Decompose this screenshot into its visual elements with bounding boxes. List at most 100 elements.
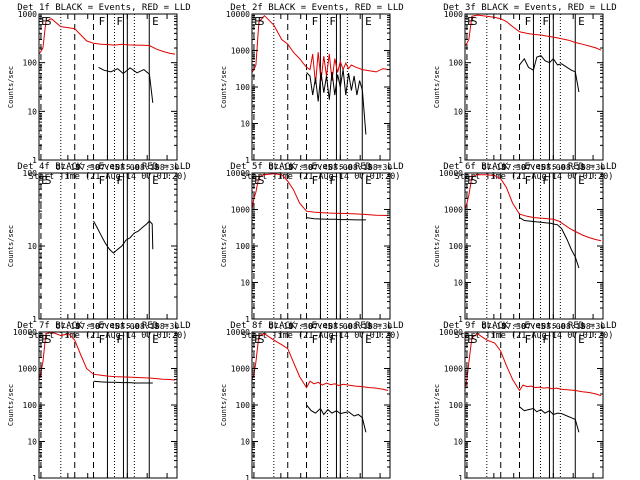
x-tick-label: 08:30 (581, 322, 605, 331)
x-tick-label: 08:30 (368, 322, 392, 331)
region-label: E (254, 333, 261, 346)
region-label: S (258, 333, 265, 346)
plot-area (465, 332, 602, 478)
x-tick-label: 08:00 (541, 322, 565, 331)
plot-frame (464, 172, 604, 320)
region-label: F (329, 174, 336, 187)
lld-series-line (39, 332, 176, 381)
region-label: S (471, 15, 478, 28)
region-label: E (467, 15, 474, 28)
region-label: F (312, 333, 319, 346)
plot-frame (464, 331, 604, 479)
region-label: E (365, 174, 372, 187)
panel-title: Det 3f BLACK = Events, RED = LLD (443, 3, 616, 13)
x-tick-label: 08:00 (328, 163, 352, 172)
x-tick-label: 08:15 (561, 163, 585, 172)
region-label: F (542, 174, 549, 187)
region-label: F (542, 15, 549, 28)
y-tick-label: 10 (453, 438, 463, 447)
region-label: E (467, 174, 474, 187)
panel-title: Det 7f BLACK = Events, RED = LLD (17, 321, 190, 331)
panel-title: Det 9f BLACK = Events, RED = LLD (443, 321, 616, 331)
lld-series-line (465, 333, 602, 397)
lld-series-line (465, 174, 602, 242)
y-tick-label: 10 (27, 438, 37, 447)
y-tick-label: 1 (458, 474, 463, 480)
region-label: S (45, 333, 52, 346)
x-tick-label: 07:45 (521, 163, 545, 172)
x-tick-label: 07:15 (56, 163, 80, 172)
y-tick-label: 10 (453, 107, 463, 116)
x-axis-label: Start Time (21-Aug-14 07:01:20) (29, 172, 188, 182)
y-axis-label: Counts/sec (7, 225, 15, 267)
y-tick-label: 10000 (439, 169, 463, 178)
events-series-line (306, 217, 366, 221)
y-axis-label: Counts/sec (220, 66, 228, 108)
y-tick-label: 10000 (13, 328, 37, 337)
region-label: E (41, 174, 48, 187)
y-tick-label: 100 (236, 401, 251, 410)
x-tick-label: 07:30 (76, 163, 100, 172)
panel-title: Det 1f BLACK = Events, RED = LLD (17, 3, 190, 13)
events-series-line (519, 55, 580, 93)
x-tick-label: 08:00 (115, 163, 139, 172)
panel-title: Det 2f BLACK = Events, RED = LLD (230, 3, 403, 13)
x-axis-label: Start Time (21-Aug-14 07:01:20) (455, 331, 614, 341)
plot-area (252, 173, 389, 319)
panel-title: Det 8f BLACK = Events, RED = LLD (230, 321, 403, 331)
region-label: F (525, 15, 532, 28)
region-label: E (578, 15, 585, 28)
region-label: F (99, 15, 106, 28)
plot-area (465, 14, 602, 160)
y-tick-label: 100 (236, 83, 251, 92)
lld-series-line (252, 333, 389, 391)
y-axis-label: Counts/sec (433, 384, 441, 426)
lld-series-line (465, 14, 602, 51)
y-tick-label: 10 (240, 438, 250, 447)
x-tick-label: 08:00 (541, 163, 565, 172)
y-tick-label: 1000 (444, 10, 463, 19)
x-tick-label: 08:15 (348, 163, 372, 172)
region-label: F (116, 333, 123, 346)
y-tick-label: 100 (23, 401, 38, 410)
region-label: F (312, 15, 319, 28)
region-label: F (116, 15, 123, 28)
y-tick-label: 100 (449, 401, 464, 410)
plot-area (252, 14, 389, 160)
y-tick-label: 1 (245, 474, 250, 480)
region-label: F (329, 15, 336, 28)
y-axis-label: Counts/sec (433, 225, 441, 267)
region-label: S (258, 174, 265, 187)
x-tick-label: 07:30 (502, 163, 526, 172)
region-label: F (99, 333, 106, 346)
x-axis-label: Start Time (21-Aug-14 07:01:20) (455, 172, 614, 182)
x-tick-label: 08:30 (155, 322, 179, 331)
region-label: S (471, 333, 478, 346)
x-tick-label: 07:15 (56, 322, 80, 331)
region-label: E (365, 333, 372, 346)
panel-title: Det 5f BLACK = Events, RED = LLD (230, 162, 403, 172)
y-tick-label: 100 (23, 169, 38, 178)
region-label: E (41, 15, 48, 28)
y-axis-label: Counts/sec (220, 225, 228, 267)
lld-series-line (252, 173, 389, 217)
x-tick-label: 07:15 (482, 322, 506, 331)
y-tick-label: 1000 (18, 10, 37, 19)
y-tick-label: 100 (449, 59, 464, 68)
plot-area (40, 173, 154, 319)
y-tick-label: 100 (23, 59, 38, 68)
x-tick-label: 08:30 (581, 163, 605, 172)
y-tick-label: 100 (449, 242, 464, 251)
y-tick-label: 1000 (231, 206, 250, 215)
x-tick-label: 07:30 (289, 322, 313, 331)
x-axis-label: Start Time (21-Aug-14 07:01:20) (29, 331, 188, 341)
region-label: E (365, 15, 372, 28)
region-label: F (525, 174, 532, 187)
x-tick-label: 07:30 (76, 322, 100, 331)
y-tick-label: 10000 (226, 10, 250, 19)
x-tick-label: 08:00 (328, 322, 352, 331)
